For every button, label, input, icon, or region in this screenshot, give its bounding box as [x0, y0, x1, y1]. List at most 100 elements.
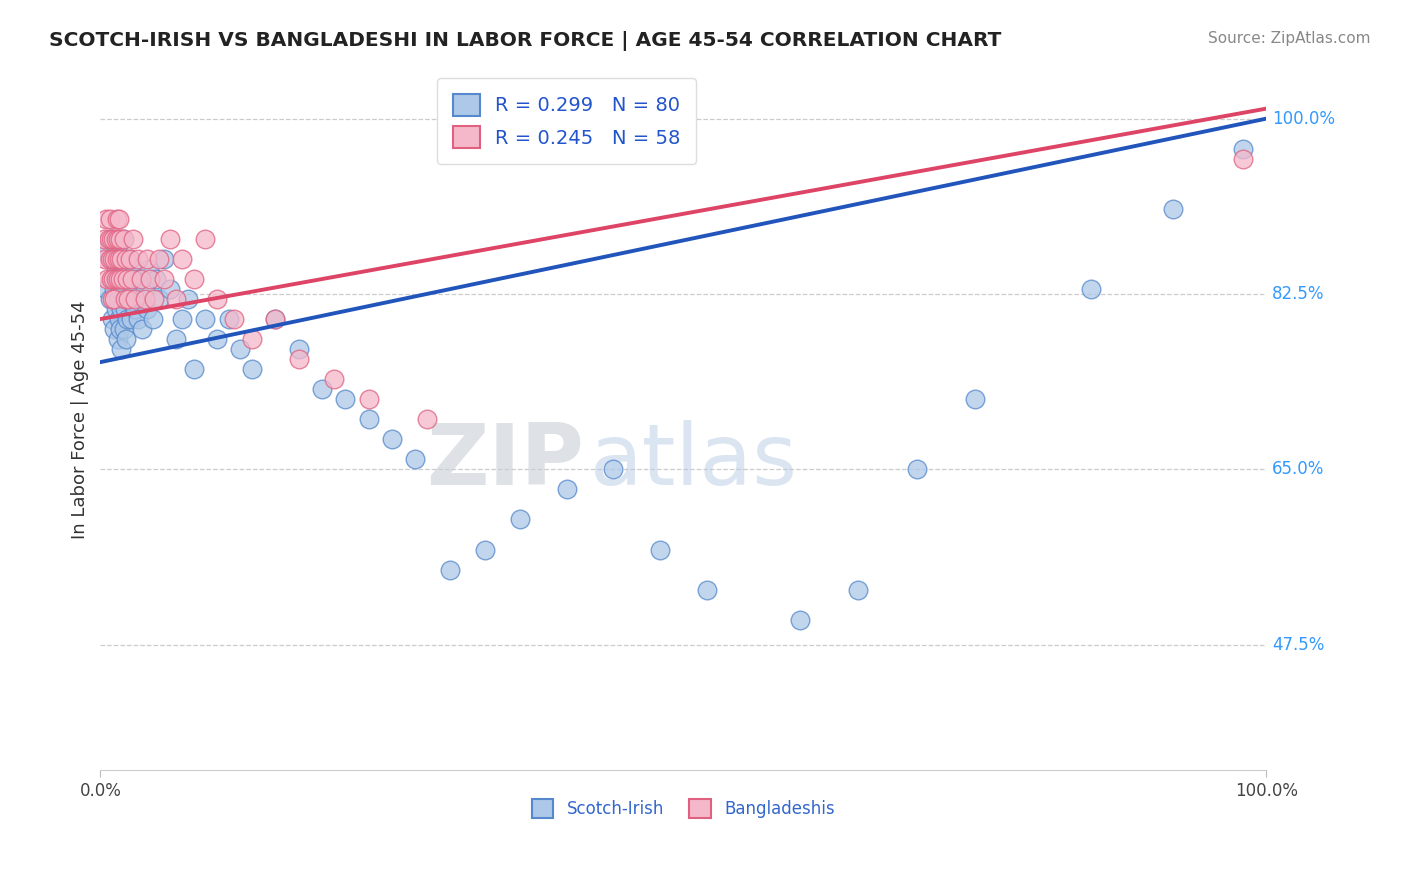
Point	[240, 332, 263, 346]
Point	[224, 312, 246, 326]
Point	[108, 312, 131, 326]
Point	[170, 312, 193, 326]
Point	[98, 252, 121, 266]
Point	[115, 292, 138, 306]
Point	[121, 272, 143, 286]
Point	[153, 252, 176, 266]
Point	[111, 262, 134, 277]
Point	[118, 252, 141, 266]
Point	[96, 282, 118, 296]
Point	[183, 272, 205, 286]
Point	[107, 272, 129, 286]
Point	[143, 292, 166, 306]
Point	[101, 272, 124, 286]
Point	[94, 252, 117, 266]
Point	[177, 292, 200, 306]
Point	[134, 282, 156, 296]
Point	[136, 252, 159, 266]
Point	[602, 462, 624, 476]
Point	[165, 332, 187, 346]
Point	[648, 542, 671, 557]
Point	[96, 242, 118, 256]
Point	[93, 232, 115, 246]
Point	[134, 292, 156, 306]
Point	[105, 211, 128, 226]
Point	[696, 582, 718, 597]
Point	[139, 272, 162, 286]
Point	[205, 292, 228, 306]
Point	[129, 292, 152, 306]
Point	[101, 252, 124, 266]
Point	[104, 272, 127, 286]
Point	[148, 252, 170, 266]
Point	[287, 342, 309, 356]
Point	[101, 272, 124, 286]
Point	[131, 322, 153, 336]
Point	[142, 312, 165, 326]
Text: 100.0%: 100.0%	[1272, 110, 1336, 128]
Point	[115, 252, 138, 266]
Point	[103, 322, 125, 336]
Point	[111, 272, 134, 286]
Point	[105, 252, 128, 266]
Point	[107, 252, 129, 266]
Point	[114, 301, 136, 316]
Point	[1232, 152, 1254, 166]
Point	[404, 452, 426, 467]
Text: 82.5%: 82.5%	[1272, 285, 1324, 303]
Point	[101, 232, 124, 246]
Point	[229, 342, 252, 356]
Point	[136, 301, 159, 316]
Point	[112, 282, 135, 296]
Point	[194, 232, 217, 246]
Point	[138, 262, 160, 277]
Point	[963, 392, 986, 407]
Point	[108, 211, 131, 226]
Point	[555, 483, 578, 497]
Point	[104, 301, 127, 316]
Point	[1161, 202, 1184, 216]
Point	[129, 272, 152, 286]
Point	[100, 272, 122, 286]
Point	[108, 232, 131, 246]
Point	[108, 272, 131, 286]
Point	[416, 412, 439, 426]
Point	[124, 262, 146, 277]
Point	[122, 232, 145, 246]
Point	[101, 232, 124, 246]
Text: ZIP: ZIP	[426, 420, 585, 503]
Text: atlas: atlas	[591, 420, 799, 503]
Point	[205, 332, 228, 346]
Point	[183, 362, 205, 376]
Point	[439, 563, 461, 577]
Point	[127, 312, 149, 326]
Point	[322, 372, 344, 386]
Point	[115, 332, 138, 346]
Point	[905, 462, 928, 476]
Point	[117, 292, 139, 306]
Point	[107, 332, 129, 346]
Point	[103, 282, 125, 296]
Point	[108, 322, 131, 336]
Point	[101, 292, 124, 306]
Point	[159, 282, 181, 296]
Point	[98, 211, 121, 226]
Point	[120, 312, 142, 326]
Point	[159, 232, 181, 246]
Point	[115, 272, 138, 286]
Point	[97, 232, 120, 246]
Point	[105, 242, 128, 256]
Point	[357, 412, 380, 426]
Point	[148, 292, 170, 306]
Point	[128, 272, 150, 286]
Point	[121, 272, 143, 286]
Point	[127, 252, 149, 266]
Point	[114, 262, 136, 277]
Point	[170, 252, 193, 266]
Point	[335, 392, 357, 407]
Point	[240, 362, 263, 376]
Point	[165, 292, 187, 306]
Text: 47.5%: 47.5%	[1272, 636, 1324, 654]
Text: SCOTCH-IRISH VS BANGLADESHI IN LABOR FORCE | AGE 45-54 CORRELATION CHART: SCOTCH-IRISH VS BANGLADESHI IN LABOR FOR…	[49, 31, 1001, 51]
Point	[357, 392, 380, 407]
